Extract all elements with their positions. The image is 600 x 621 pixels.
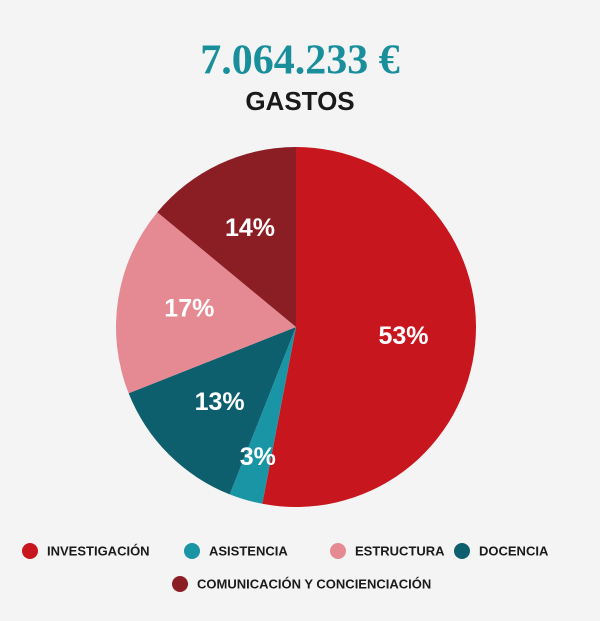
legend-label: INVESTIGACIÓN	[47, 543, 150, 558]
legend-label: DOCENCIA	[479, 543, 549, 558]
legend-swatch	[172, 576, 188, 592]
slice-label: 3%	[240, 443, 276, 471]
legend-swatch	[330, 543, 346, 559]
pie-slice	[157, 147, 296, 327]
chart-subtitle: GASTOS	[245, 86, 354, 116]
legend-label: COMUNICACIÓN Y CONCIENCIACIÓN	[197, 576, 431, 591]
chart-title: 7.064.233 €	[200, 38, 400, 84]
pie-slice	[116, 212, 296, 394]
slice-label: 53%	[378, 322, 428, 350]
slice-label: 17%	[164, 295, 214, 323]
slice-label: 13%	[195, 388, 245, 416]
pie-slice	[128, 327, 296, 495]
legend-swatch	[22, 543, 38, 559]
legend-label: ASISTENCIA	[209, 543, 288, 558]
legend-swatch	[184, 543, 200, 559]
legend-label: ESTRUCTURA	[355, 543, 445, 558]
pie-slice	[229, 327, 296, 504]
pie-slice	[262, 147, 476, 507]
slice-label: 14%	[225, 214, 275, 242]
legend-swatch	[454, 543, 470, 559]
